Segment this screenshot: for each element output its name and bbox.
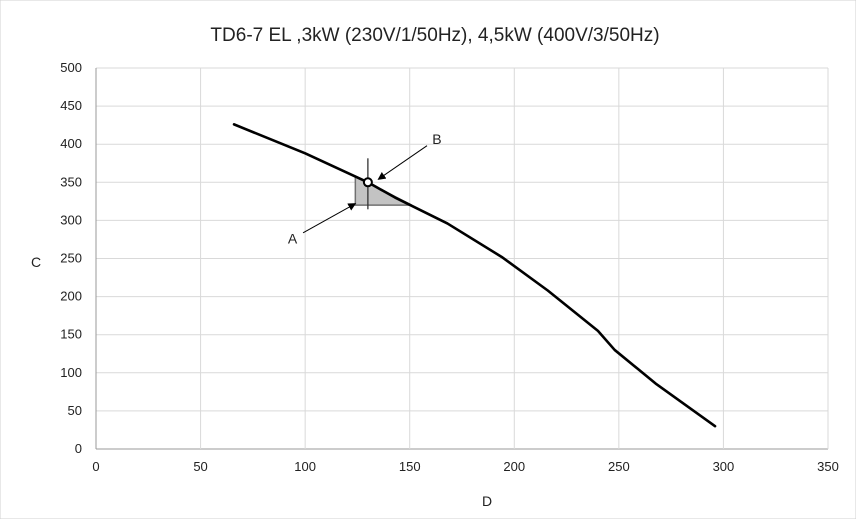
y-tick-label: 350: [60, 174, 82, 189]
x-tick-label: 300: [713, 459, 735, 474]
y-tick-label: 500: [60, 60, 82, 75]
x-tick-label: 250: [608, 459, 630, 474]
pump-curve-line: [232, 123, 717, 428]
annotation-layer: AB: [288, 131, 442, 247]
annotation-arrow: [377, 145, 428, 180]
y-tick-label: 400: [60, 136, 82, 151]
x-tick-label: 100: [294, 459, 316, 474]
tick-labels: 0 50 100 150 200 250 300 350 400 450 500 0 50 100 150 2…: [60, 60, 839, 474]
y-tick-label: 250: [60, 251, 82, 266]
x-tick-label: 350: [817, 459, 839, 474]
x-tick-label: 150: [399, 459, 421, 474]
y-tick-label: 450: [60, 98, 82, 113]
grid: [95, 67, 829, 450]
annotation-arrow: [302, 203, 357, 234]
x-axis-title: D: [482, 493, 492, 509]
annotation-label: B: [432, 131, 441, 147]
annotation-label: A: [288, 231, 298, 247]
y-axis-title: C: [31, 254, 41, 270]
curve-layer: [232, 123, 717, 428]
y-tick-label: 150: [60, 327, 82, 342]
x-tick-label: 50: [193, 459, 207, 474]
chart-title: TD6-7 EL ,3kW (230V/1/50Hz), 4,5kW (400V…: [210, 25, 659, 46]
x-tick-label: 0: [92, 459, 99, 474]
operating-point-marker: [362, 177, 373, 188]
y-tick-label: 300: [60, 212, 82, 227]
y-tick-label: 200: [60, 289, 82, 304]
x-tick-label: 200: [503, 459, 525, 474]
y-tick-label: 50: [68, 403, 82, 418]
y-tick-label: 0: [75, 441, 82, 456]
y-tick-label: 100: [60, 365, 82, 380]
